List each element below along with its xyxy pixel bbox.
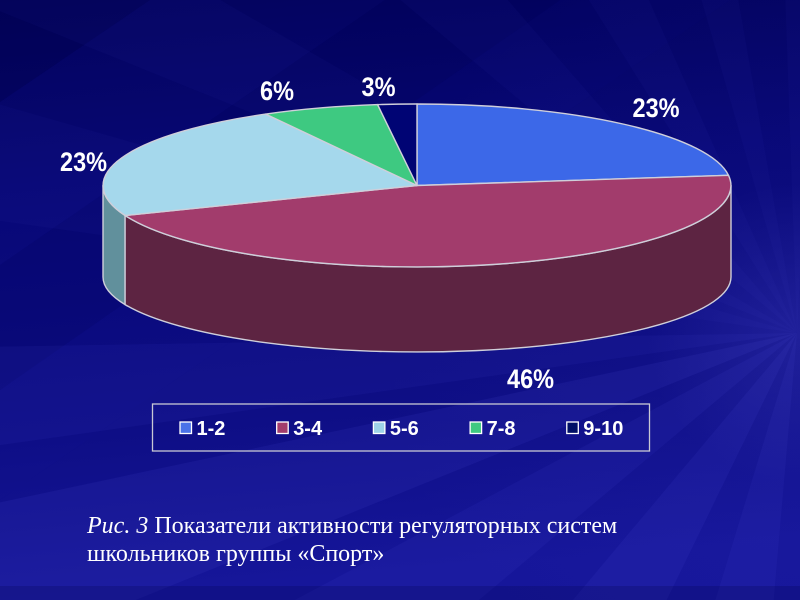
svg-text:5-6: 5-6 [390,418,419,440]
svg-text:Рис. 3 Показатели активности р: Рис. 3 Показатели активности регуляторны… [86,513,617,539]
svg-text:7-8: 7-8 [487,418,516,440]
svg-text:23%: 23% [60,148,107,178]
svg-text:3-4: 3-4 [293,418,323,440]
svg-text:3%: 3% [362,73,396,103]
svg-text:школьников группы «Спорт»: школьников группы «Спорт» [87,541,384,567]
svg-text:6%: 6% [260,77,294,107]
svg-text:1-2: 1-2 [197,418,226,440]
svg-text:46%: 46% [507,365,554,395]
svg-text:23%: 23% [632,94,679,124]
svg-text:9-10: 9-10 [583,418,623,440]
